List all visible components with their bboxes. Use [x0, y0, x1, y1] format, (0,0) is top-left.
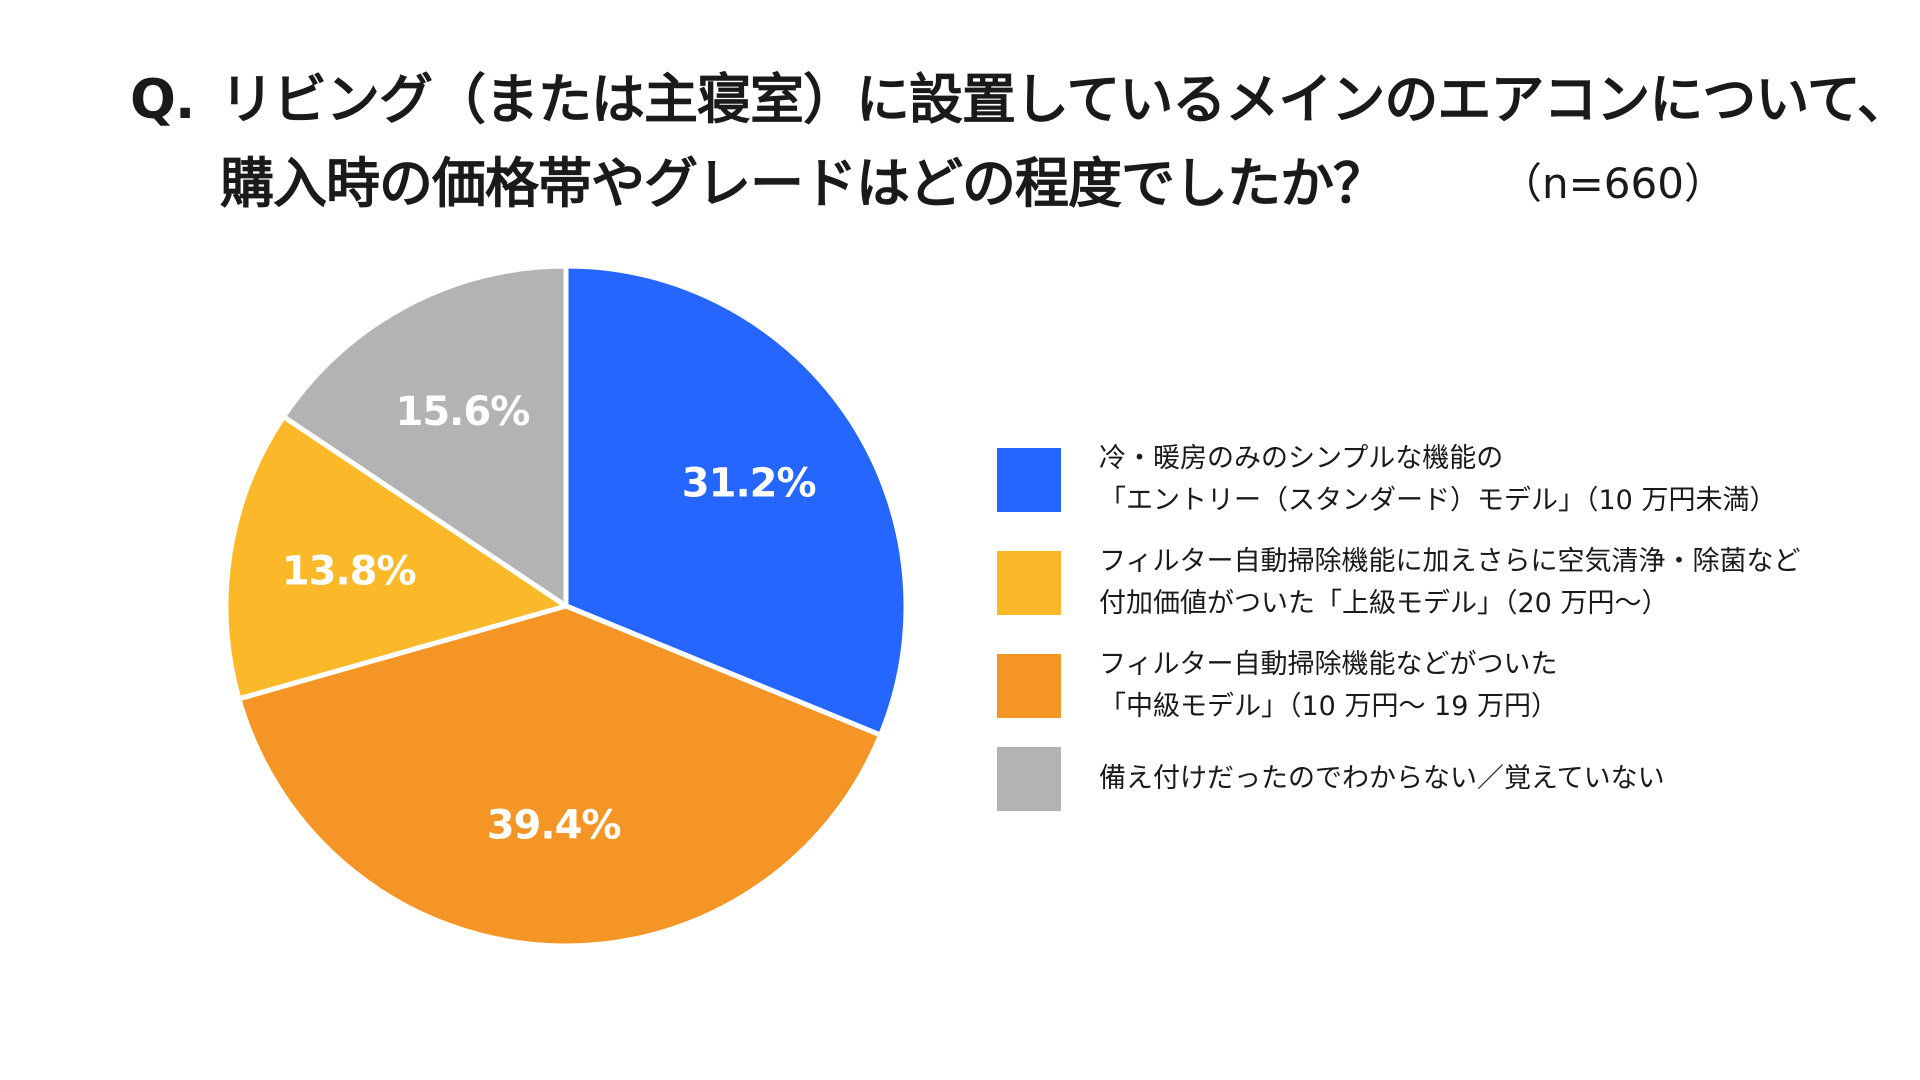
legend-swatch-unknown — [997, 747, 1061, 811]
legend-label-line: フィルター自動掃除機能に加えさらに空気清浄・除菌など — [1099, 546, 1801, 577]
chart-title: Q. リビング（または主寝室）に設置しているメインのエアコンについて、 購入時の価… — [130, 58, 1911, 226]
legend-label-upper: フィルター自動掃除機能に加えさらに空気清浄・除菌など 付加価値がついた「上級モデル… — [1099, 541, 1800, 625]
legend-swatch-mid — [997, 654, 1061, 718]
pie-slice-mid — [236, 603, 884, 949]
legend-item-upper: フィルター自動掃除機能に加えさらに空気清浄・除菌など 付加価値がついた「上級モデル… — [997, 541, 1800, 625]
legend-label-mid: フィルター自動掃除機能などがついた 「中級モデル」（10 万円〜 19 万円） — [1099, 644, 1558, 728]
legend-item-mid: フィルター自動掃除機能などがついた 「中級モデル」（10 万円〜 19 万円） — [997, 644, 1558, 728]
legend-label-line: 「エントリー（スタンダード）モデル」（10 万円未満） — [1099, 485, 1777, 516]
pie-slice-unknown — [281, 263, 569, 609]
legend-label-unknown: 備え付けだったのでわからない／覚えていない — [1099, 758, 1665, 800]
slice-label-unknown: 15.6% — [396, 389, 530, 435]
legend-label-entry: 冷・暖房のみのシンプルな機能の「エントリー（スタンダード）モデル」（10 万円未… — [1099, 438, 1776, 522]
title-line-1: Q. リビング（または主寝室）に設置しているメインのエアコンについて、 — [130, 58, 1911, 142]
legend-item-unknown: 備え付けだったのでわからない／覚えていない — [997, 747, 1665, 811]
slice-label-upper: 13.8% — [282, 549, 416, 595]
legend-label-line: 「中級モデル」（10 万円〜 19 万円） — [1099, 691, 1558, 722]
legend-swatch-entry — [997, 448, 1061, 512]
legend-label-line: 冷・暖房のみのシンプルな機能の — [1099, 443, 1504, 474]
slice-label-entry: 31.2% — [682, 461, 816, 507]
pie-slice-upper — [223, 414, 569, 702]
question-prefix: Q. — [130, 68, 195, 131]
legend-item-entry: 冷・暖房のみのシンプルな機能の「エントリー（スタンダード）モデル」（10 万円未… — [997, 438, 1776, 522]
legend-label-line: 備え付けだったのでわからない／覚えていない — [1099, 763, 1665, 794]
legend-swatch-upper — [997, 551, 1061, 615]
pie-slices — [223, 263, 909, 949]
title-text-1: リビング（または主寝室）に設置しているメインのエアコンについて、 — [220, 68, 1911, 131]
title-line-2: 購入時の価格帯やグレードはどの程度でしたか？ — [220, 152, 1387, 215]
slice-label-mid: 39.4% — [487, 803, 621, 849]
pie-slice-entry — [563, 263, 909, 738]
legend-label-line: 付加価値がついた「上級モデル」（20 万円〜） — [1099, 588, 1669, 619]
sample-size: （n=660） — [1500, 159, 1726, 208]
pie-labels: 31.2% 39.4% 13.8% 15.6% — [282, 389, 817, 849]
legend-label-line: フィルター自動掃除機能などがついた — [1099, 649, 1558, 680]
